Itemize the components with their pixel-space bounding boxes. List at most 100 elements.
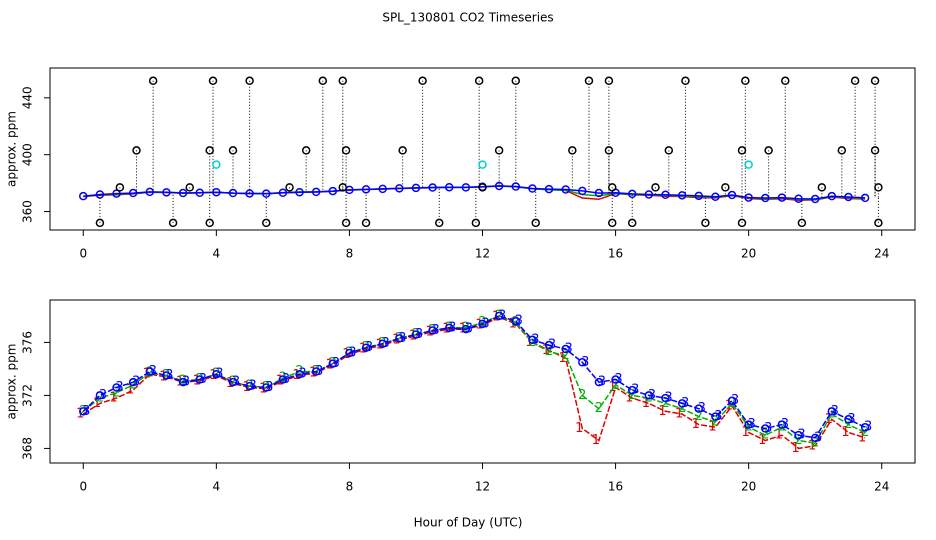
- point: [278, 188, 288, 198]
- plot-frame: [49, 299, 916, 464]
- point: [627, 218, 637, 228]
- point: [228, 377, 238, 387]
- point-symbol: 3: [831, 404, 839, 419]
- point: [511, 316, 521, 326]
- point: [874, 183, 883, 192]
- point-symbol: 2: [279, 371, 287, 386]
- point-symbol: 1: [625, 391, 633, 406]
- point-symbol: 2: [861, 425, 869, 440]
- point: [318, 76, 328, 86]
- point-symbol: 3: [814, 430, 822, 445]
- point-symbol: 2: [811, 436, 819, 451]
- point-symbol: 1: [109, 391, 117, 406]
- point: [810, 433, 820, 443]
- point-symbol: 3: [565, 342, 573, 357]
- x-tick-label: 0: [79, 480, 87, 494]
- point: [435, 218, 444, 228]
- point: [701, 218, 710, 228]
- point: [737, 218, 747, 228]
- point: [827, 407, 837, 416]
- point: [178, 377, 188, 387]
- point: [677, 399, 687, 408]
- point-symbol: 3: [515, 314, 523, 329]
- point: [874, 218, 883, 228]
- point: [162, 188, 171, 197]
- point: [794, 430, 803, 440]
- y-axis-label: approx. ppm: [5, 344, 19, 420]
- point-symbol: 3: [631, 383, 639, 398]
- point-symbol: 3: [282, 372, 290, 387]
- point: [744, 420, 753, 429]
- point: [132, 146, 141, 155]
- point: [544, 340, 554, 350]
- point-symbol: 1: [93, 396, 101, 411]
- point-symbol: 3: [764, 421, 772, 436]
- point: [850, 76, 860, 86]
- point-symbol: 3: [182, 375, 190, 390]
- point-symbol: 3: [415, 327, 423, 342]
- point-symbol: 1: [808, 438, 816, 453]
- x-tick-label: 8: [346, 480, 354, 494]
- point-symbol: 3: [265, 380, 273, 395]
- point-symbol: 2: [245, 379, 253, 394]
- point: [651, 183, 660, 192]
- point: [744, 160, 753, 169]
- point: [345, 348, 354, 358]
- chart-title: SPL_130801 CO2 Timeseries: [382, 11, 553, 25]
- y-tick-label: 440: [21, 86, 35, 109]
- point-symbol: 3: [598, 375, 606, 390]
- point-symbol: 2: [179, 373, 187, 388]
- point: [444, 323, 454, 333]
- point: [661, 190, 670, 200]
- point-symbol: 2: [329, 356, 337, 371]
- point: [245, 381, 254, 391]
- point-symbol: 3: [664, 391, 672, 406]
- point: [810, 194, 820, 204]
- point-symbol: 2: [512, 315, 520, 330]
- point-symbol: 3: [315, 364, 323, 379]
- point-symbol: 3: [847, 412, 855, 427]
- point: [205, 146, 214, 155]
- point: [245, 76, 254, 86]
- point: [228, 146, 238, 155]
- point: [361, 218, 371, 228]
- point-symbol: 3: [465, 322, 473, 337]
- point-symbol: 3: [731, 393, 739, 408]
- point: [737, 146, 747, 155]
- point: [395, 184, 404, 193]
- y-tick-label: 368: [21, 437, 35, 460]
- point: [262, 383, 271, 392]
- point: [361, 343, 371, 352]
- point-symbol: 3: [797, 428, 805, 443]
- point: [162, 371, 171, 380]
- point: [262, 218, 271, 228]
- point-symbol: 2: [661, 396, 669, 411]
- point-symbol: 2: [495, 308, 503, 323]
- point: [471, 218, 481, 228]
- point: [168, 218, 178, 228]
- point-symbol: 3: [481, 316, 489, 331]
- y-tick-label: 376: [21, 331, 35, 354]
- point-symbol: 2: [96, 391, 104, 406]
- point: [494, 311, 504, 321]
- point-symbol: 2: [129, 377, 137, 392]
- point: [694, 191, 703, 201]
- point: [561, 185, 570, 194]
- point: [578, 186, 587, 196]
- point: [860, 422, 870, 432]
- series-line: [82, 315, 866, 444]
- point-symbol: 3: [99, 388, 107, 403]
- point: [461, 324, 471, 334]
- point-symbol: 2: [761, 428, 769, 443]
- point: [128, 377, 138, 387]
- point-symbol: 2: [112, 385, 120, 400]
- point: [584, 76, 594, 86]
- point: [145, 367, 155, 376]
- point-symbol: 3: [132, 375, 140, 390]
- y-tick-label: 400: [21, 143, 35, 166]
- point: [844, 192, 853, 202]
- x-tick-label: 4: [213, 480, 221, 494]
- point: [112, 383, 121, 392]
